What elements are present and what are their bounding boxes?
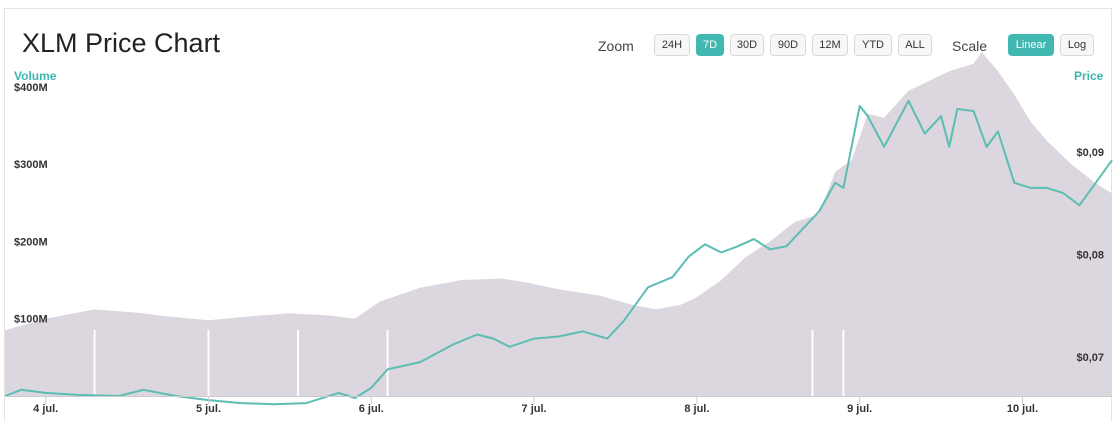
zoom-7d-button[interactable]: 7D — [696, 34, 724, 56]
x-tick-label: 5 jul. — [196, 403, 221, 415]
x-tick-label: 4 jul. — [33, 403, 58, 415]
volume-tick-label: $400M — [14, 82, 48, 94]
scale-label: Scale — [952, 38, 988, 54]
volume-axis: $100M $200M $300M $400M — [14, 82, 48, 326]
price-axis-title: Price — [1074, 69, 1104, 83]
x-tick-label: 8 jul. — [684, 403, 709, 415]
zoom-90d-button[interactable]: 90D — [770, 34, 806, 56]
volume-tick-label: $200M — [14, 236, 48, 248]
price-tick-label: $0,09 — [1076, 147, 1104, 159]
zoom-30d-button[interactable]: 30D — [730, 34, 764, 56]
zoom-24h-button[interactable]: 24H — [654, 34, 690, 56]
price-tick-label: $0,08 — [1076, 250, 1104, 262]
price-tick-label: $0,07 — [1076, 352, 1104, 364]
volume-area-layer — [5, 52, 1112, 396]
zoom-label: Zoom — [598, 38, 634, 54]
scale-log-button[interactable]: Log — [1060, 34, 1094, 56]
zoom-all-button[interactable]: ALL — [898, 34, 932, 56]
price-line — [4, 99, 1113, 406]
page-title: XLM Price Chart — [22, 28, 221, 58]
volume-area — [5, 52, 1112, 396]
x-tick-label: 6 jul. — [359, 403, 384, 415]
price-axis: $0,07 $0,08 $0,09 — [1076, 147, 1104, 364]
chart-toolbar: Zoom 24H 7D 30D 90D 12M YTD ALL Scale Li… — [0, 34, 1117, 58]
volume-tick-label: $100M — [14, 314, 48, 326]
x-axis: 4 jul. 5 jul. 6 jul. 7 jul. 8 jul. 9 jul. 10 j… — [5, 396, 1112, 415]
zoom-12m-button[interactable]: 12M — [812, 34, 848, 56]
scale-linear-button[interactable]: Linear — [1008, 34, 1054, 56]
x-tick-label: 10 jul. — [1007, 403, 1038, 415]
x-tick-label: 7 jul. — [522, 403, 547, 415]
zoom-ytd-button[interactable]: YTD — [854, 34, 892, 56]
volume-tick-label: $300M — [14, 159, 48, 171]
volume-axis-title: Volume — [14, 69, 57, 83]
price-line-layer — [4, 99, 1113, 406]
x-tick-label: 9 jul. — [847, 403, 872, 415]
